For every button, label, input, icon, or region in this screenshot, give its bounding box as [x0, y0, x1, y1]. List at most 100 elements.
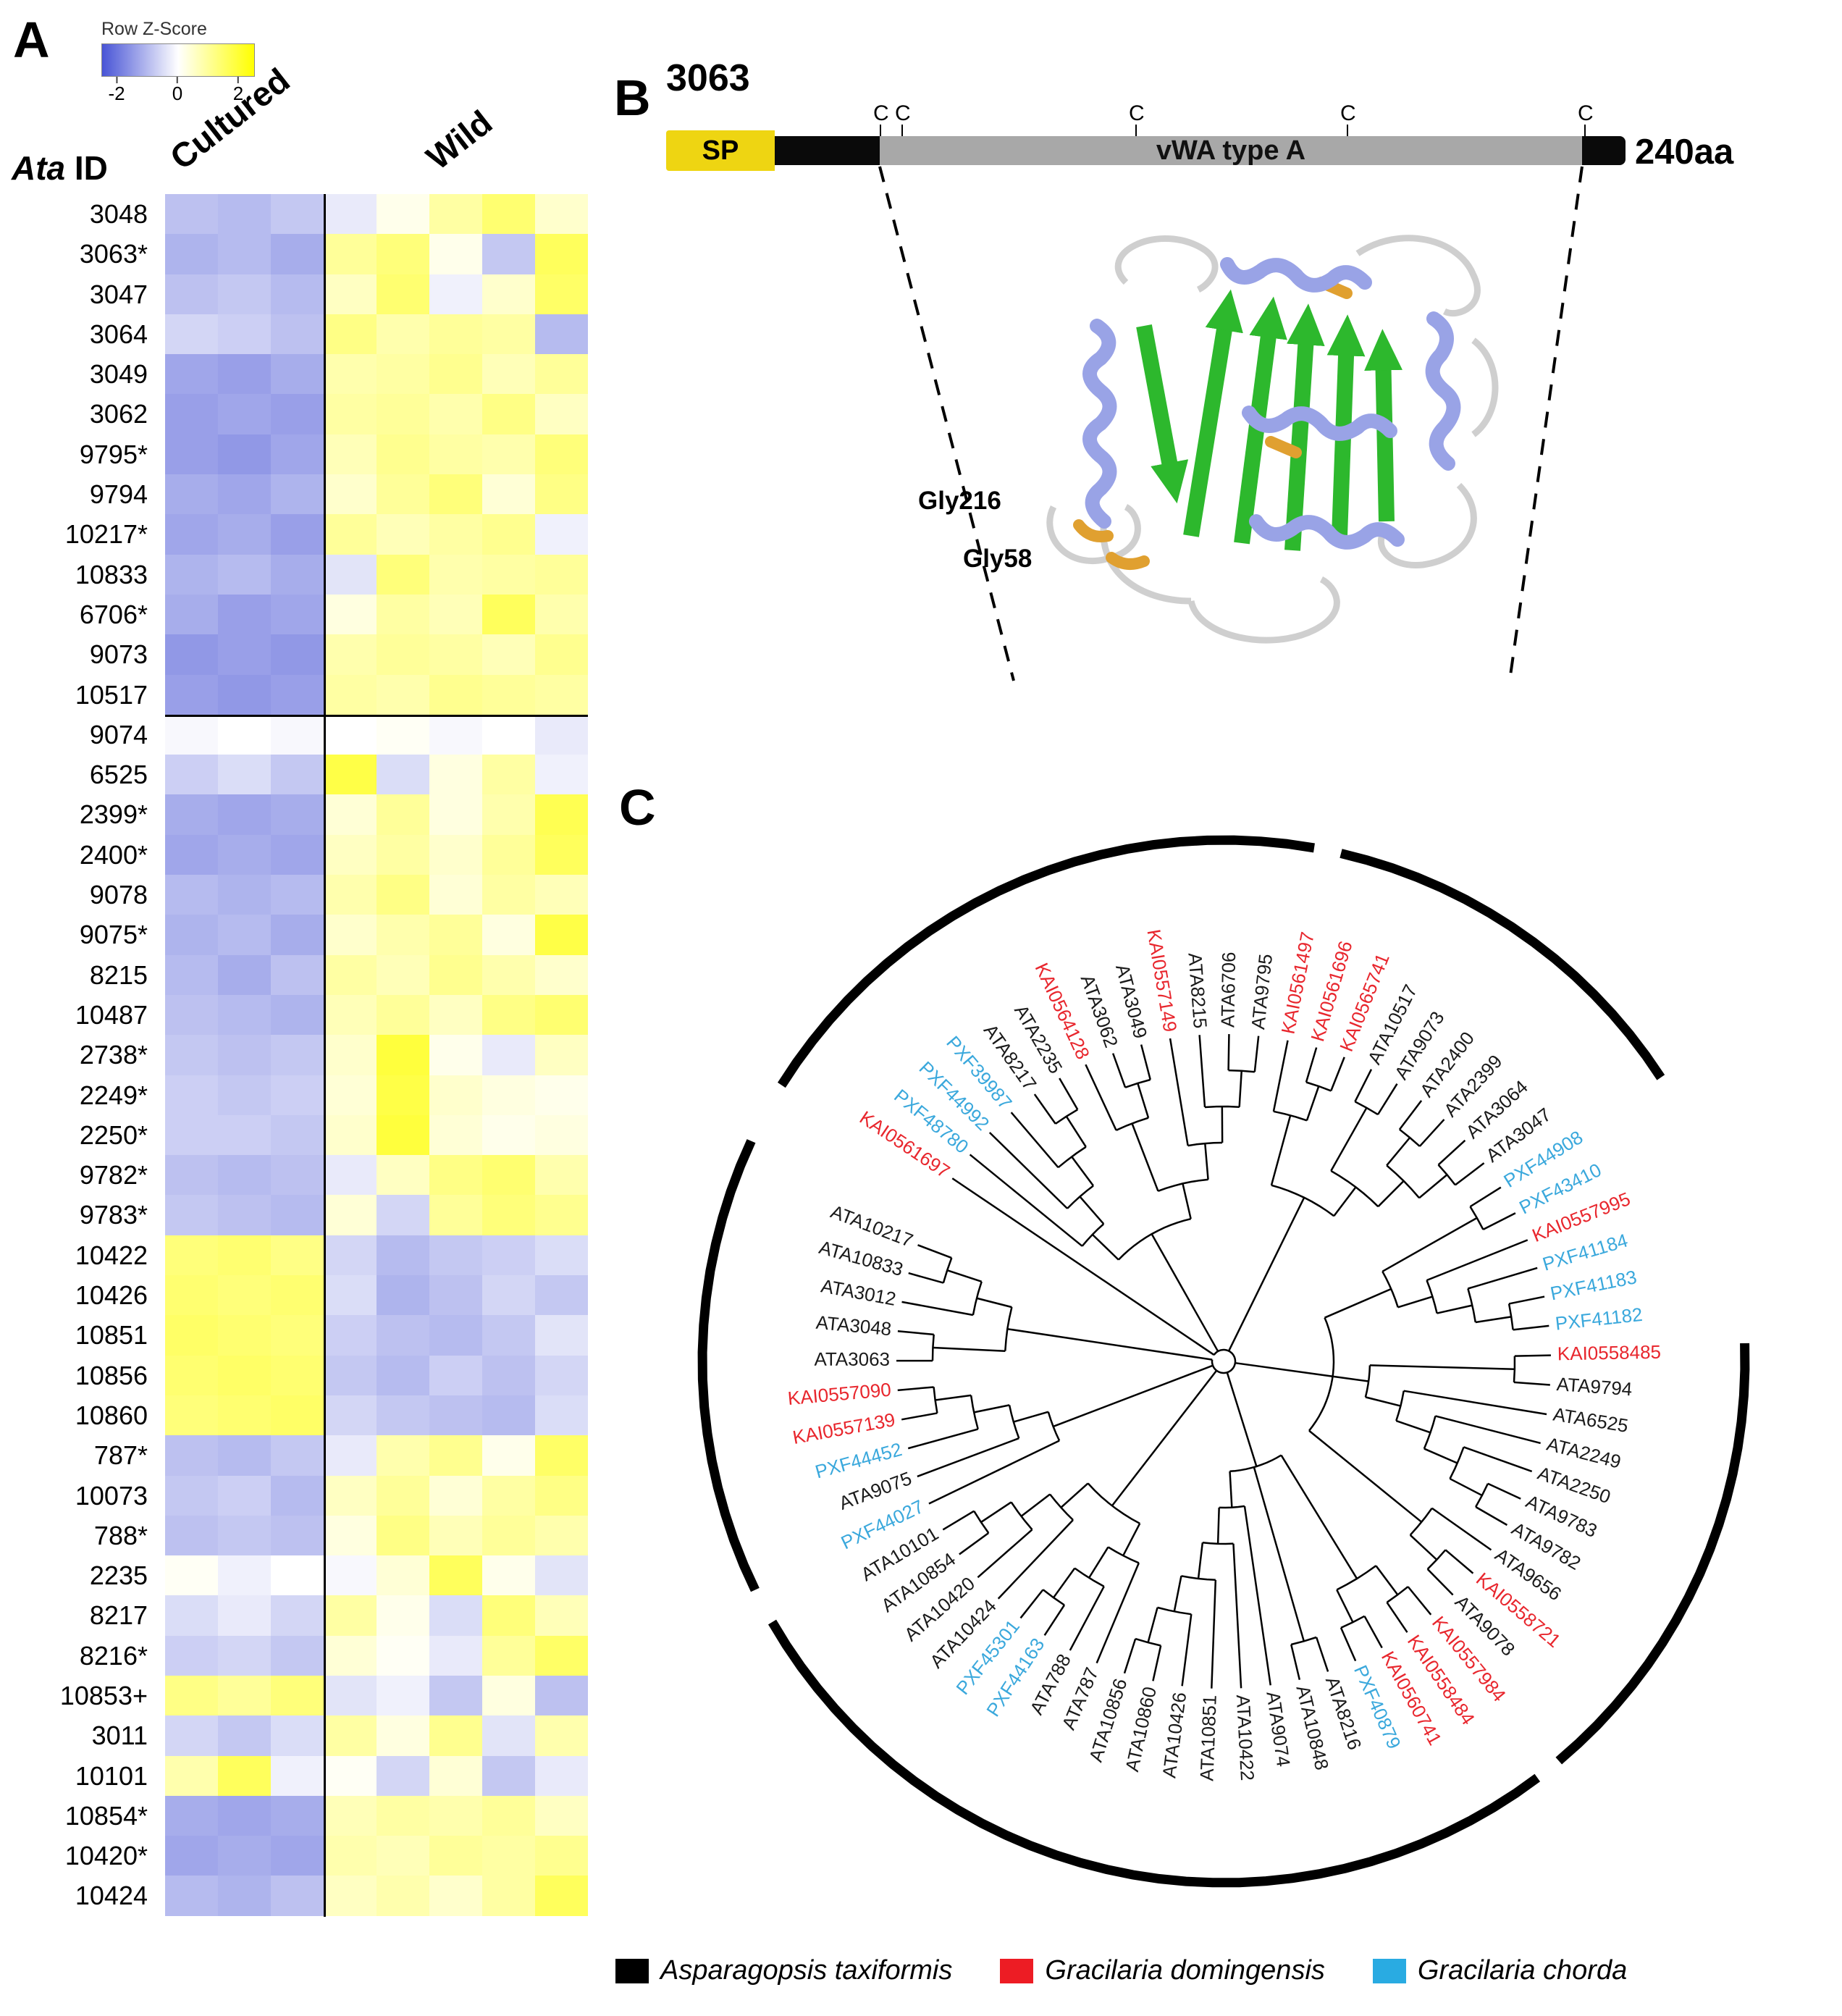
cysteine-letter: C — [1340, 101, 1356, 125]
heatmap-cell — [324, 1515, 377, 1556]
heatmap-row — [165, 1075, 588, 1115]
row-label: 10853+ — [59, 1680, 148, 1710]
heatmap-cell — [271, 794, 324, 835]
heatmap-cell — [377, 594, 429, 635]
row-label: 9078 — [89, 880, 148, 910]
alpha-helices — [1082, 257, 1461, 550]
heatmap-cell — [377, 674, 429, 715]
row-label: 10422 — [75, 1240, 148, 1270]
column-header-cultured: Cultured — [163, 60, 327, 177]
heatmap-cell — [535, 514, 588, 555]
panel-a-label: A — [13, 12, 50, 68]
heatmap-cell — [324, 954, 377, 995]
heatmap-cell — [482, 314, 535, 355]
heatmap-cell — [324, 1355, 377, 1395]
row-label: 3063* — [79, 239, 148, 269]
heatmap-cell — [218, 314, 271, 355]
heatmap-cell — [377, 994, 429, 1036]
species-color-swatch — [615, 1958, 649, 1983]
heatmap-cell — [535, 1155, 588, 1196]
protein-structure — [1046, 235, 1499, 644]
heatmap-cell — [482, 594, 535, 635]
heatmap-row — [165, 234, 588, 274]
heatmap-cell — [218, 434, 271, 475]
heatmap-cell — [271, 634, 324, 675]
heatmap-cell — [165, 1155, 218, 1196]
heatmap-cell — [429, 834, 482, 875]
heatmap-cell — [324, 1675, 377, 1716]
tree-leaf-label: ATA10422 — [1232, 1694, 1258, 1781]
row-label: 8216* — [79, 1640, 148, 1671]
heatmap-cell — [377, 1235, 429, 1276]
heatmap-cell — [271, 554, 324, 595]
heatmap-cell — [429, 954, 482, 995]
heatmap-cell — [165, 1876, 218, 1916]
heatmap-cell — [165, 1235, 218, 1276]
heatmap-cell — [271, 1555, 324, 1596]
ata-id-header-rest: ID — [65, 149, 108, 187]
heatmap-cell — [377, 1035, 429, 1075]
heatmap-cell — [535, 954, 588, 995]
heatmap-cell — [429, 794, 482, 835]
heatmap-cell — [218, 1515, 271, 1556]
heatmap-cell — [271, 1315, 324, 1356]
heatmap-cell — [482, 1195, 535, 1235]
heatmap-row — [165, 354, 588, 395]
heatmap-cell — [165, 1395, 218, 1436]
species-color-swatch — [1372, 1958, 1406, 1983]
heatmap-cell — [324, 1195, 377, 1235]
row-label: 10424 — [75, 1881, 148, 1911]
heatmap-cell — [429, 1435, 482, 1476]
heatmap-cell — [535, 1795, 588, 1836]
tree-leaf-label: KAI0557090 — [787, 1379, 892, 1410]
column-header-wild: Wild — [419, 103, 515, 177]
heatmap-cell — [324, 1114, 377, 1156]
heatmap-cell — [165, 1795, 218, 1836]
heatmap-cell — [377, 554, 429, 595]
row-label: 10073 — [75, 1480, 148, 1511]
heatmap-row — [165, 994, 588, 1036]
heatmap-cell — [377, 1715, 429, 1756]
heatmap-row — [165, 194, 588, 235]
heatmap-row — [165, 714, 588, 755]
heatmap-row — [165, 1475, 588, 1516]
heatmap-row — [165, 1715, 588, 1756]
heatmap-cell — [429, 1075, 482, 1115]
heatmap-row — [165, 394, 588, 434]
row-label: 2250* — [79, 1120, 148, 1150]
heatmap-cell — [377, 915, 429, 955]
heatmap-cell — [535, 474, 588, 515]
heatmap-cell — [271, 514, 324, 555]
row-label: 9782* — [79, 1160, 148, 1190]
heatmap-cell — [271, 875, 324, 915]
heatmap-cell — [271, 274, 324, 314]
heatmap-cell — [165, 434, 218, 475]
heatmap-row — [165, 1795, 588, 1836]
zscore-tick-value: 2 — [232, 83, 244, 104]
heatmap-cell — [324, 314, 377, 355]
heatmap-cell — [429, 875, 482, 915]
heatmap-cell — [377, 1395, 429, 1436]
heatmap-cell — [535, 1836, 588, 1876]
clade-outer-arc — [1340, 849, 1665, 1080]
species-name: Gracilaria domingensis — [1045, 1955, 1325, 1986]
heatmap-row — [165, 1595, 588, 1636]
heatmap-cell — [165, 674, 218, 715]
sp-label: SP — [702, 135, 739, 166]
heatmap-cell — [165, 1635, 218, 1676]
heatmap-cell — [165, 594, 218, 635]
heatmap-cell — [271, 1355, 324, 1395]
heatmap-cell — [324, 794, 377, 835]
heatmap-cell — [218, 1155, 271, 1196]
row-label: 8215 — [89, 959, 148, 990]
heatmap-cell — [271, 354, 324, 395]
heatmap-cell — [377, 1435, 429, 1476]
heatmap-cell — [324, 716, 377, 755]
heatmap-cell — [271, 1195, 324, 1235]
clade-outer-arc — [1555, 1343, 1750, 1765]
heatmap-cell — [377, 1475, 429, 1516]
heatmap-cell — [218, 634, 271, 675]
residue-label-gly58: Gly58 — [963, 545, 1033, 573]
c-terminal-segment — [1582, 136, 1626, 165]
heatmap-cell — [535, 994, 588, 1036]
